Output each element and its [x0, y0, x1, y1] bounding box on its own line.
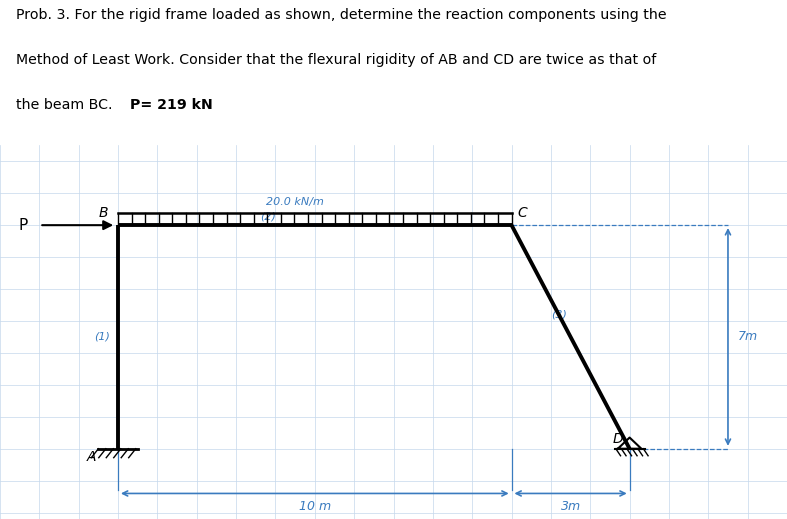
- Text: 7m: 7m: [738, 331, 758, 344]
- Text: the beam BC.: the beam BC.: [16, 98, 121, 112]
- Text: Prob. 3. For the rigid frame loaded as shown, determine the reaction components : Prob. 3. For the rigid frame loaded as s…: [16, 8, 667, 22]
- Text: B: B: [98, 207, 109, 221]
- Text: (3): (3): [551, 310, 567, 320]
- Text: (1): (1): [94, 332, 110, 342]
- Text: C: C: [518, 207, 527, 221]
- Text: 10 m: 10 m: [299, 500, 331, 513]
- Text: (2): (2): [260, 212, 275, 222]
- Text: 20.0 kN/m: 20.0 kN/m: [266, 197, 324, 207]
- Text: Method of Least Work. Consider that the flexural rigidity of AB and CD are twice: Method of Least Work. Consider that the …: [16, 53, 656, 67]
- Text: P= 219 kN: P= 219 kN: [130, 98, 212, 112]
- Text: D: D: [613, 431, 624, 445]
- Text: A: A: [87, 450, 96, 465]
- Text: P: P: [19, 217, 28, 233]
- Text: 3m: 3m: [560, 500, 581, 513]
